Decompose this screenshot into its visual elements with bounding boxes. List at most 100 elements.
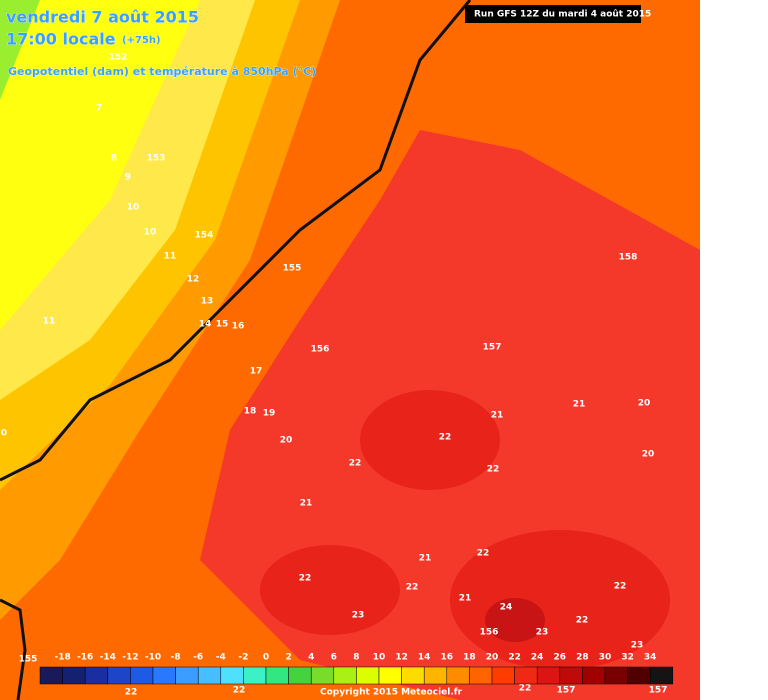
contour-label: 17	[250, 367, 263, 377]
color-box	[288, 666, 312, 685]
contour-label: 23	[536, 628, 549, 638]
color-box	[39, 666, 63, 685]
legend-label: 20	[486, 653, 499, 663]
color-box	[84, 666, 109, 685]
contour-label: 7	[96, 104, 102, 114]
color-box	[469, 666, 493, 685]
color-box	[333, 666, 357, 685]
color-box	[107, 666, 131, 685]
color-box	[197, 666, 222, 685]
contour-label: 11	[43, 317, 56, 327]
contour-label: 154	[195, 231, 214, 241]
contour-label: 22	[125, 688, 138, 698]
legend-label: 6	[331, 653, 337, 663]
contour-label: 158	[619, 253, 638, 263]
color-box	[220, 666, 244, 685]
contour-label: 21	[459, 594, 472, 604]
contour-label: 24	[500, 603, 513, 613]
geopotential-line	[0, 598, 27, 700]
legend-label: 22	[508, 653, 521, 663]
contour-label: 22	[614, 582, 627, 592]
contour-label: 21	[573, 400, 586, 410]
color-box	[491, 666, 515, 685]
run-label-box	[465, 5, 641, 23]
legend-label: -2	[238, 653, 248, 663]
color-box	[582, 666, 606, 685]
contour-label: 21	[419, 554, 432, 564]
copyright: Copyright 2015 Meteociel.fr	[320, 688, 463, 698]
legend-label: 30	[599, 653, 612, 663]
color-box	[627, 666, 651, 685]
legend-label: -6	[193, 653, 203, 663]
color-box	[446, 666, 470, 685]
contour-label: 13	[201, 297, 214, 307]
legend-label: 14	[418, 653, 431, 663]
contour-label: 23	[631, 641, 644, 651]
color-box	[604, 666, 628, 685]
color-box	[559, 666, 583, 685]
color-box	[356, 666, 380, 685]
color-box	[401, 666, 425, 685]
color-box	[310, 666, 335, 685]
legend-label: 28	[576, 653, 589, 663]
color-box	[423, 666, 448, 685]
run-label: Run GFS 12Z du mardi 4 août 2015	[474, 10, 651, 20]
temperature-band	[0, 0, 40, 100]
legend-label: 32	[621, 653, 634, 663]
color-box	[130, 666, 154, 685]
color-box	[175, 666, 199, 685]
subtitle: Geopotentiel (dam) et température à 850h…	[8, 65, 316, 78]
contour-label: 10	[144, 228, 157, 238]
contour-label: 19	[263, 409, 276, 419]
contour-label: 23	[352, 611, 365, 621]
legend-label: 26	[554, 653, 567, 663]
legend-label: 10	[373, 653, 386, 663]
legend-label: 2	[285, 653, 291, 663]
legend-label: 16	[441, 653, 454, 663]
contour-label: 20	[638, 399, 651, 409]
legend-label: 4	[308, 653, 314, 663]
legend-label: -16	[77, 653, 93, 663]
temperature-band	[0, 0, 200, 330]
contour-label: 21	[491, 411, 504, 421]
contour-label: 22	[477, 549, 490, 559]
contour-label: 156	[480, 628, 499, 638]
contour-label: 9	[125, 173, 131, 183]
color-box	[62, 666, 86, 685]
color-box	[514, 666, 538, 685]
contour-label: 22	[406, 583, 419, 593]
contour-label: 10	[127, 203, 140, 213]
contour-label: 21	[300, 499, 313, 509]
time: 17:00 locale	[6, 30, 116, 49]
contour-label: 11	[164, 252, 177, 262]
contour-label: 18	[244, 407, 257, 417]
legend-label: -8	[171, 653, 181, 663]
color-box	[243, 666, 267, 685]
color-box	[152, 666, 176, 685]
temperature-band	[260, 545, 400, 635]
legend-label: 8	[353, 653, 359, 663]
legend-label: 34	[644, 653, 657, 663]
contour-label: 20	[642, 450, 655, 460]
temperature-band	[485, 598, 545, 642]
contour-label: 22	[299, 574, 312, 584]
date: vendredi 7 août 2015	[6, 8, 199, 27]
color-box	[378, 666, 402, 685]
color-box	[265, 666, 289, 685]
temperature-band	[360, 390, 500, 490]
legend-label: 24	[531, 653, 544, 663]
contour-label: 12	[187, 275, 200, 285]
contour-label: 22	[439, 433, 452, 443]
geopotential-line	[0, 0, 472, 482]
legend-label: -12	[122, 653, 138, 663]
legend-label: -14	[100, 653, 116, 663]
contour-label: 155	[283, 264, 302, 274]
color-box	[536, 666, 561, 685]
legend-label: -10	[145, 653, 161, 663]
legend-label: -4	[216, 653, 226, 663]
contour-label: 156	[311, 345, 330, 355]
contour-label: 16	[232, 322, 245, 332]
color-box	[649, 666, 674, 685]
contour-label: 0	[1, 429, 7, 439]
